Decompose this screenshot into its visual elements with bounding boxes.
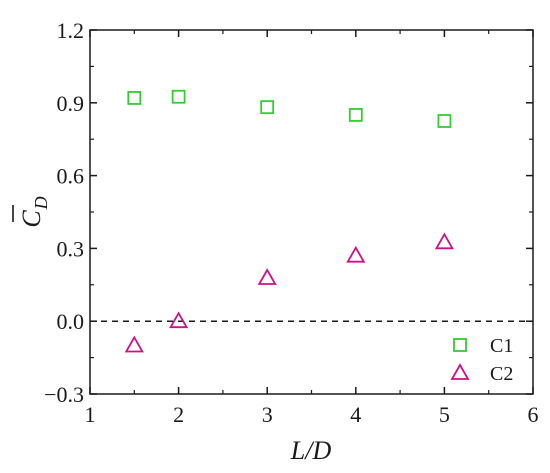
marker-c1: [171, 89, 186, 104]
x-tick-label: 3: [262, 402, 273, 427]
x-tick-label: 2: [173, 402, 184, 427]
y-tick-label: 1.2: [57, 18, 85, 43]
marker-c2: [346, 245, 366, 263]
marker-c2: [124, 335, 144, 353]
y-axis-title-base: C: [17, 210, 46, 228]
marker-c1: [437, 114, 452, 128]
x-axis-ticks: 1 2 3 4 5 6: [85, 30, 539, 427]
marker-c1: [127, 91, 142, 105]
legend-label-c1: C1: [490, 335, 513, 357]
y-tick-label: 0.9: [57, 91, 85, 116]
marker-c2: [257, 268, 277, 285]
x-axis-title: L/D: [290, 436, 332, 465]
x-tick-label: 6: [528, 402, 539, 427]
y-tick-label: −0.3: [44, 382, 84, 407]
legend-label-c2: C2: [490, 363, 513, 385]
y-tick-label: 0.3: [57, 236, 85, 261]
x-tick-label: 5: [439, 402, 450, 427]
y-axis-title-subscript: D: [31, 196, 51, 210]
marker-c1: [260, 100, 275, 115]
marker-c2: [169, 311, 189, 329]
marker-c2: [434, 232, 454, 250]
y-axis-ticks: −0.3 0.0 0.3 0.6 0.9 1.2: [44, 18, 533, 407]
y-tick-label: 0.6: [57, 164, 85, 189]
legend-marker-c2: [450, 363, 470, 380]
data-markers: [124, 89, 454, 353]
x-tick-label: 1: [85, 402, 96, 427]
x-tick-label: 4: [350, 402, 361, 427]
y-tick-label: 0.0: [57, 309, 85, 334]
y-axis-title: CD: [12, 196, 51, 228]
marker-c1: [348, 108, 363, 122]
legend-marker-c1: [453, 338, 467, 352]
svg-text:CD: CD: [17, 196, 51, 227]
